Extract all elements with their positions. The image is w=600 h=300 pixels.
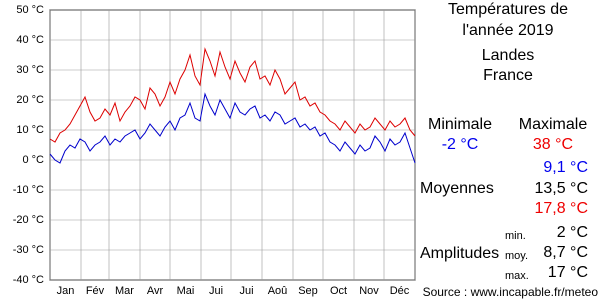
stat-label: Minimale bbox=[428, 116, 492, 133]
subtitle-line: Landes bbox=[482, 47, 535, 64]
y-tick-label: -30 °C bbox=[13, 244, 44, 256]
stat-label: moy. bbox=[505, 250, 528, 262]
y-tick-label: -40 °C bbox=[13, 274, 44, 286]
x-tick-label: Jui bbox=[239, 285, 253, 297]
y-tick-label: 0 °C bbox=[22, 154, 44, 166]
x-tick-label: Déc bbox=[390, 285, 410, 297]
x-tick-label: Oct bbox=[330, 285, 347, 297]
x-tick-label: Avr bbox=[147, 285, 164, 297]
source: Source : www.incapable.fr/meteo bbox=[423, 285, 599, 299]
y-tick-label: 10 °C bbox=[16, 124, 44, 136]
stat-value: 13,5 °C bbox=[534, 180, 588, 197]
y-tick-label: 40 °C bbox=[16, 34, 44, 46]
x-tick-label: Fév bbox=[86, 285, 105, 297]
x-tick-label: Jui bbox=[209, 285, 223, 297]
stat-label: min. bbox=[505, 230, 526, 242]
stat-value: 2 °C bbox=[557, 224, 588, 241]
stat-value: 17 °C bbox=[548, 264, 588, 281]
x-tick-label: Mar bbox=[115, 285, 134, 297]
stat-label: Moyennes bbox=[420, 180, 494, 197]
stat-value: 38 °C bbox=[533, 136, 573, 153]
series-line bbox=[49, 47, 416, 143]
x-tick-label: Sep bbox=[298, 285, 318, 297]
y-tick-label: 50 °C bbox=[16, 4, 44, 16]
stat-value: 8,7 °C bbox=[543, 244, 588, 261]
y-tick-label: 20 °C bbox=[16, 94, 44, 106]
stat-value: 17,8 °C bbox=[534, 200, 588, 217]
subtitle-line: France bbox=[483, 67, 533, 84]
stat-value: -2 °C bbox=[442, 136, 479, 153]
y-tick-label: -20 °C bbox=[13, 214, 44, 226]
stat-label: Amplitudes bbox=[420, 245, 499, 262]
x-tick-label: Mai bbox=[177, 285, 195, 297]
stat-label: Maximale bbox=[519, 116, 588, 133]
x-tick-label: Aoû bbox=[268, 285, 288, 297]
title-line: Températures de bbox=[448, 1, 568, 18]
y-tick-label: -10 °C bbox=[13, 184, 44, 196]
y-tick-label: 30 °C bbox=[16, 64, 44, 76]
stat-label: max. bbox=[505, 270, 529, 282]
x-tick-label: Nov bbox=[359, 285, 379, 297]
stat-value: 9,1 °C bbox=[543, 159, 588, 176]
series-line bbox=[49, 92, 416, 164]
x-tick-label: Jan bbox=[57, 285, 75, 297]
title-line: l'année 2019 bbox=[462, 22, 553, 39]
